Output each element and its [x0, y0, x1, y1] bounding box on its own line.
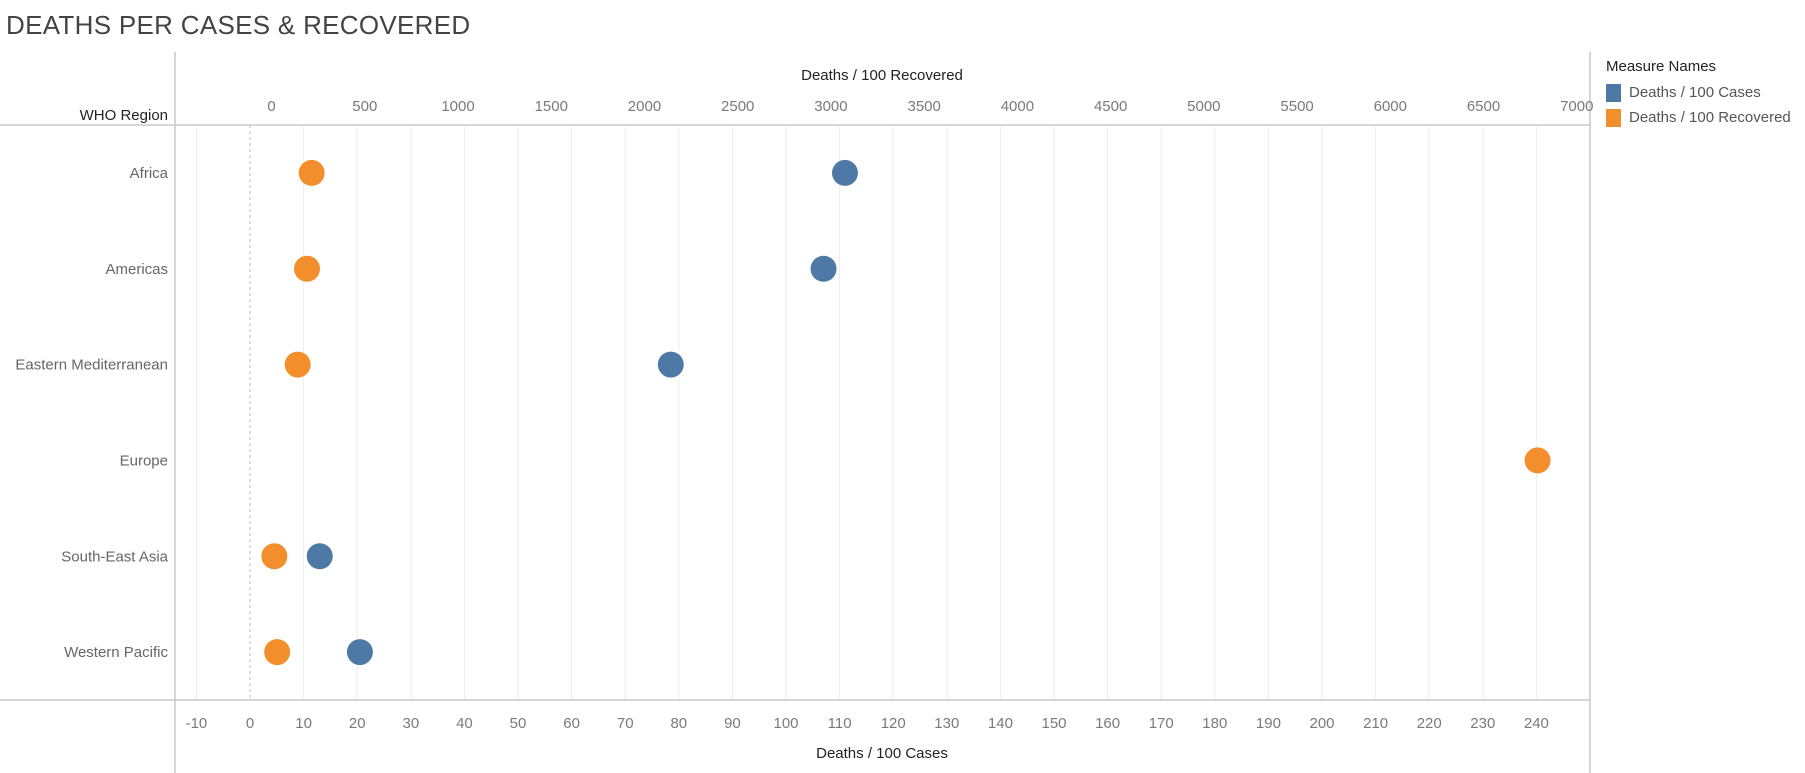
bottom-tick-label: 0: [246, 715, 254, 732]
top-tick-label: 3500: [907, 98, 940, 115]
top-axis-ticks: 0 500 1000 1500 2000 2500 3000 3500 4000 4500 5000…: [267, 98, 1593, 115]
category-label: Americas: [105, 261, 168, 278]
data-point[interactable]: [264, 639, 291, 666]
top-tick-label: 1000: [441, 98, 474, 115]
data-point[interactable]: [306, 543, 333, 570]
bottom-tick-label: 140: [988, 715, 1013, 732]
bottom-tick-label: 90: [724, 715, 741, 732]
legend-item-recovered[interactable]: Deaths / 100 Recovered: [1606, 105, 1791, 130]
top-axis-title: Deaths / 100 Recovered: [801, 67, 963, 84]
bottom-tick-label: 180: [1202, 715, 1227, 732]
category-label: Africa: [130, 165, 169, 182]
bottom-tick-label: 100: [774, 715, 799, 732]
top-tick-label: 5500: [1280, 98, 1313, 115]
bottom-tick-label: 150: [1041, 715, 1066, 732]
bottom-tick-label: -10: [186, 715, 208, 732]
data-point[interactable]: [284, 351, 311, 378]
bottom-tick-label: 230: [1470, 715, 1495, 732]
category-label: Western Pacific: [64, 644, 168, 661]
top-tick-label: 2500: [721, 98, 754, 115]
data-point[interactable]: [298, 159, 325, 186]
top-tick-label: 500: [352, 98, 377, 115]
gridlines: [195, 125, 1537, 700]
page-title: DEATHS PER CASES & RECOVERED: [6, 10, 471, 40]
category-label: Europe: [120, 452, 168, 469]
top-tick-label: 4500: [1094, 98, 1127, 115]
data-point[interactable]: [657, 351, 684, 378]
category-label: Eastern Mediterranean: [15, 357, 168, 374]
top-tick-label: 4000: [1001, 98, 1034, 115]
bottom-tick-label: 20: [349, 715, 366, 732]
legend-title: Measure Names: [1606, 58, 1717, 75]
data-point[interactable]: [294, 255, 321, 282]
bottom-tick-label: 50: [510, 715, 527, 732]
data-point[interactable]: [831, 159, 858, 186]
bottom-axis-title: Deaths / 100 Cases: [816, 745, 948, 762]
data-point[interactable]: [261, 543, 288, 570]
category-label: South-East Asia: [61, 548, 168, 565]
data-marks: [261, 159, 1551, 666]
top-tick-label: 5000: [1187, 98, 1220, 115]
bottom-tick-label: 220: [1417, 715, 1442, 732]
bottom-tick-label: 210: [1363, 715, 1388, 732]
bottom-tick-label: 40: [456, 715, 473, 732]
bottom-tick-label: 200: [1309, 715, 1334, 732]
bottom-tick-label: 170: [1149, 715, 1174, 732]
bottom-tick-label: 10: [295, 715, 312, 732]
legend-label-cases: Deaths / 100 Cases: [1629, 84, 1761, 101]
top-tick-label: 3000: [814, 98, 847, 115]
data-point[interactable]: [346, 639, 373, 666]
top-tick-label: 6500: [1467, 98, 1500, 115]
chart-frame: [0, 52, 1591, 773]
bottom-axis-ticks: -10 0 10 20 30 40 50 60 70 80 90 100 110 120 130 140 150…: [186, 715, 1549, 732]
bottom-tick-label: 160: [1095, 715, 1120, 732]
bottom-tick-label: 60: [563, 715, 580, 732]
bottom-tick-label: 70: [617, 715, 634, 732]
data-point[interactable]: [1524, 447, 1551, 474]
bottom-tick-label: 110: [828, 715, 852, 732]
chart: 0 500 1000 1500 2000 2500 3000 3500 4000 4500 5000…: [0, 52, 1593, 773]
bottom-tick-label: 80: [670, 715, 687, 732]
bottom-tick-label: 240: [1524, 715, 1549, 732]
bottom-tick-label: 190: [1256, 715, 1281, 732]
bottom-tick-label: 120: [881, 715, 906, 732]
top-tick-label: 1500: [535, 98, 568, 115]
legend-swatch-cases: [1606, 83, 1621, 102]
data-point[interactable]: [810, 255, 837, 282]
top-tick-label: 0: [267, 98, 275, 115]
legend: Measure Names Deaths / 100 Cases Deaths …: [1606, 58, 1791, 130]
bottom-tick-label: 130: [934, 715, 959, 732]
row-header: WHO Region: [80, 107, 168, 124]
top-tick-label: 6000: [1374, 98, 1407, 115]
category-labels: Africa Americas Eastern Mediterranean Europ…: [15, 165, 168, 661]
bottom-tick-label: 30: [402, 715, 419, 732]
top-tick-label: 2000: [628, 98, 661, 115]
legend-swatch-recovered: [1606, 108, 1621, 127]
top-tick-label: 7000: [1560, 98, 1593, 115]
legend-label-recovered: Deaths / 100 Recovered: [1629, 109, 1791, 126]
legend-item-cases[interactable]: Deaths / 100 Cases: [1606, 80, 1791, 105]
